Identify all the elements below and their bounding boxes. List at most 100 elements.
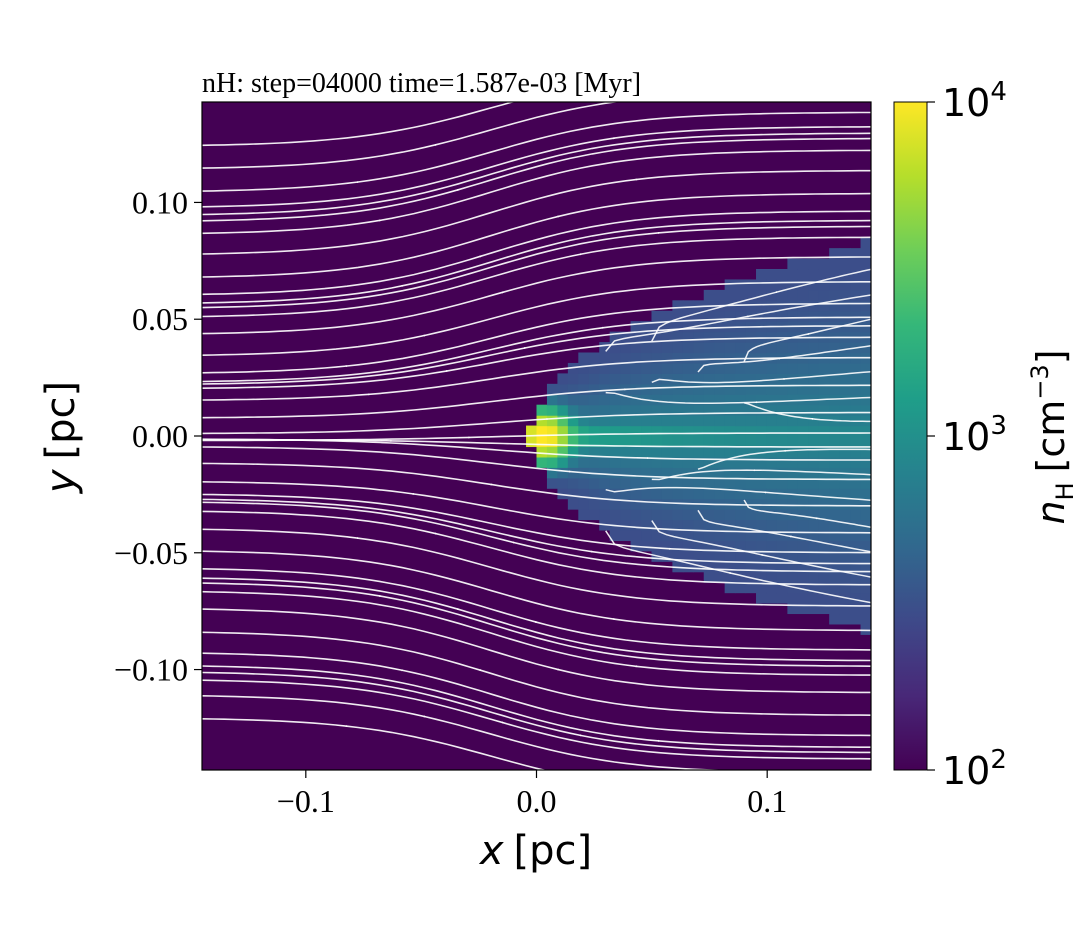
density-cell xyxy=(724,331,736,343)
density-cell xyxy=(766,561,778,573)
density-cell xyxy=(578,352,590,364)
density-cell xyxy=(808,603,820,615)
density-cell xyxy=(818,529,830,541)
density-cell xyxy=(599,436,611,448)
density-cell xyxy=(661,446,673,458)
density-cell xyxy=(630,509,642,521)
density-cell xyxy=(567,415,579,427)
density-cell xyxy=(578,446,590,458)
streamline-arrow xyxy=(581,549,594,553)
density-cell xyxy=(756,331,768,343)
density-cell xyxy=(808,540,820,552)
density-cell xyxy=(756,373,768,385)
density-cell xyxy=(766,269,778,281)
density-cell xyxy=(620,373,632,385)
density-cell xyxy=(818,269,830,281)
density-cell xyxy=(620,394,632,406)
density-cell xyxy=(714,561,726,573)
density-cell xyxy=(818,383,830,395)
density-cell xyxy=(567,404,579,416)
density-cell xyxy=(776,592,788,604)
density-cell xyxy=(797,373,809,385)
density-cell xyxy=(776,362,788,374)
density-cell xyxy=(557,456,569,468)
streamline-arrow xyxy=(569,253,583,257)
density-cell xyxy=(787,456,799,468)
density-cell xyxy=(829,498,841,510)
density-cell xyxy=(787,300,799,312)
streamline-arrow xyxy=(514,347,527,351)
density-cell xyxy=(756,269,768,281)
density-cell xyxy=(766,415,778,427)
density-cell xyxy=(588,362,600,374)
density-cell xyxy=(672,509,684,521)
density-cell xyxy=(735,415,747,427)
density-cell xyxy=(567,446,579,458)
streamline xyxy=(202,582,871,667)
density-cell xyxy=(829,383,841,395)
density-cell xyxy=(724,488,736,500)
density-cell xyxy=(682,456,694,468)
colorbar-label-unit-open: [cm xyxy=(1029,400,1073,473)
density-cell xyxy=(641,488,653,500)
density-cell xyxy=(693,321,705,333)
streamline-arrow xyxy=(491,291,505,296)
density-cell xyxy=(808,456,820,468)
density-cell xyxy=(661,342,673,354)
density-cell xyxy=(850,488,862,500)
density-cell xyxy=(787,477,799,489)
density-cell xyxy=(693,456,705,468)
density-cell xyxy=(818,425,830,437)
density-cell xyxy=(797,498,809,510)
density-cell xyxy=(808,550,820,562)
density-cell xyxy=(724,540,736,552)
density-cell xyxy=(609,425,621,437)
density-cell xyxy=(724,550,736,562)
density-cell xyxy=(808,258,820,270)
density-cell xyxy=(714,352,726,364)
density-cell xyxy=(724,571,736,583)
density-cell xyxy=(735,561,747,573)
density-cell xyxy=(641,446,653,458)
density-cell xyxy=(714,446,726,458)
streamline-inner xyxy=(651,268,871,342)
density-cell xyxy=(578,436,590,448)
density-cell xyxy=(567,383,579,395)
density-cell xyxy=(651,477,663,489)
density-cell xyxy=(536,404,548,416)
density-cell xyxy=(818,509,830,521)
density-cell xyxy=(651,321,663,333)
density-cell xyxy=(661,477,673,489)
density-cell xyxy=(818,498,830,510)
density-cell xyxy=(651,352,663,364)
density-cell xyxy=(776,446,788,458)
density-cell xyxy=(797,269,809,281)
density-cell xyxy=(682,352,694,364)
density-cell xyxy=(766,529,778,541)
density-cell xyxy=(578,477,590,489)
density-cell xyxy=(766,394,778,406)
density-cell xyxy=(693,352,705,364)
density-cell xyxy=(787,415,799,427)
density-cell xyxy=(776,383,788,395)
density-cell xyxy=(808,300,820,312)
density-cell xyxy=(735,446,747,458)
x-axis-label-unit: [pc] xyxy=(514,828,593,874)
density-cell xyxy=(776,310,788,322)
density-cell xyxy=(578,456,590,468)
density-cell xyxy=(661,488,673,500)
density-cell xyxy=(776,404,788,416)
density-cell xyxy=(808,279,820,291)
density-cell xyxy=(641,529,653,541)
density-cell xyxy=(693,436,705,448)
density-cell xyxy=(850,269,862,281)
density-cell xyxy=(829,540,841,552)
density-cell xyxy=(661,352,673,364)
density-cell xyxy=(829,362,841,374)
density-cell xyxy=(860,237,871,249)
density-cell xyxy=(714,571,726,583)
density-cell xyxy=(797,415,809,427)
density-cell xyxy=(776,571,788,583)
streamline xyxy=(202,325,871,385)
density-cell xyxy=(766,467,778,479)
